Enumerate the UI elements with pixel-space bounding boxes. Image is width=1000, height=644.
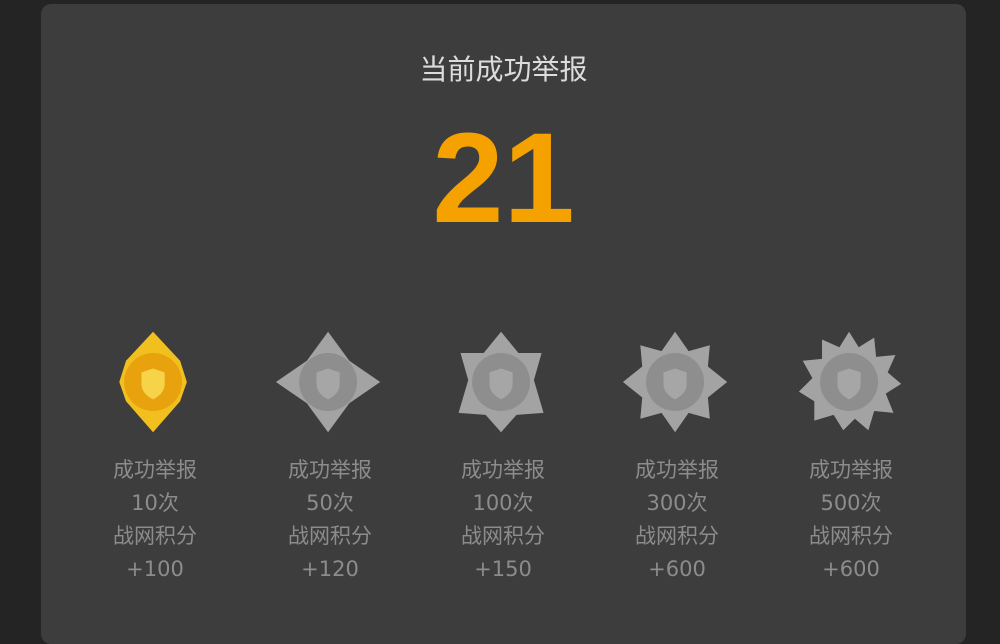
medal-2: 成功举报 50次 战网积分 +120 (250, 326, 410, 586)
medal-reward-label: 战网积分 (809, 524, 893, 548)
medal-times: 300次 (646, 491, 708, 515)
medal-times: 100次 (472, 491, 534, 515)
medal-reward-label: 战网积分 (461, 524, 545, 548)
medal-1: 成功举报 10次 战网积分 +100 (75, 326, 235, 586)
medal-reward-label: 战网积分 (288, 524, 372, 548)
medal-times: 500次 (820, 491, 882, 515)
medal-reward: +600 (822, 557, 880, 581)
medal-reward: +150 (474, 557, 532, 581)
medal-times: 50次 (306, 491, 354, 515)
medal-label: 成功举报 (635, 458, 719, 482)
medal-times: 10次 (131, 491, 179, 515)
medal-badge-icon (119, 331, 187, 433)
medal-label: 成功举报 (809, 458, 893, 482)
medal-label: 成功举报 (288, 458, 372, 482)
medal-badge-icon (458, 331, 544, 433)
medal-reward: +100 (126, 557, 184, 581)
medal-reward-label: 战网积分 (635, 524, 719, 548)
medal-label: 成功举报 (113, 458, 197, 482)
medal-reward: +120 (301, 557, 359, 581)
medal-label: 成功举报 (461, 458, 545, 482)
page-title: 当前成功举报 (419, 53, 588, 86)
report-count: 21 (432, 107, 575, 250)
medal-badge-icon (622, 331, 728, 433)
medal-reward-label: 战网积分 (113, 524, 197, 548)
medal-badge-icon (798, 331, 902, 431)
medal-5: 成功举报 500次 战网积分 +600 (771, 326, 931, 586)
report-card: 当前成功举报 21 (41, 4, 966, 644)
medal-4: 成功举报 300次 战网积分 +600 (597, 326, 757, 586)
medal-reward: +600 (648, 557, 706, 581)
medal-badge-icon (275, 331, 381, 433)
medal-3: 成功举报 100次 战网积分 +150 (423, 326, 583, 586)
